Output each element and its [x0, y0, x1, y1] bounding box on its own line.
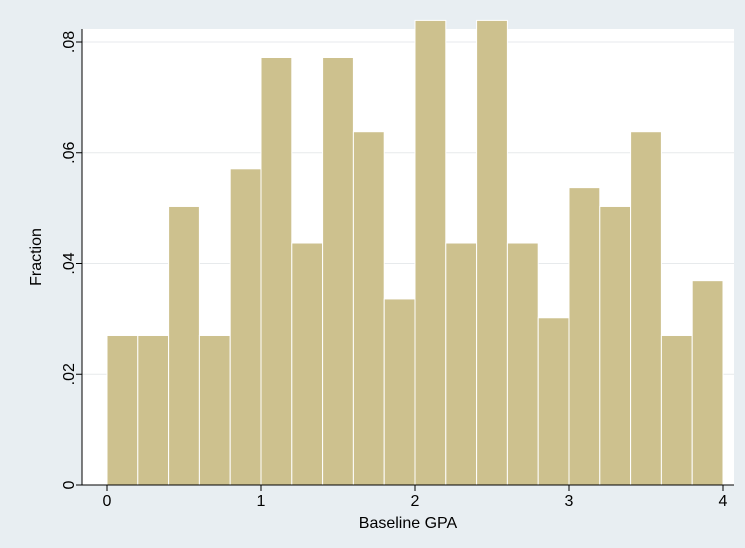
- bars: [106, 19, 724, 486]
- histogram-bar: [291, 242, 324, 486]
- x-tick-label: 2: [411, 493, 420, 510]
- histogram-bar: [537, 317, 570, 486]
- histogram-bar: [599, 205, 632, 486]
- histogram-bar: [322, 57, 354, 486]
- histogram-bar: [198, 334, 231, 486]
- y-tick-label: .02: [61, 363, 78, 385]
- axes: [81, 29, 734, 486]
- histogram-bar: [568, 187, 601, 486]
- histogram-bar: [691, 280, 724, 486]
- histogram-bar: [260, 57, 293, 486]
- histogram-bar: [476, 19, 508, 486]
- histogram-bar: [414, 19, 447, 486]
- y-tick-label: .04: [61, 252, 78, 274]
- histogram-bar: [445, 242, 478, 486]
- histogram-bar: [229, 168, 262, 486]
- x-tick-label: 4: [719, 493, 728, 510]
- histogram-bar: [630, 131, 662, 486]
- histogram-bar: [106, 334, 139, 486]
- histogram-bar: [383, 298, 416, 486]
- y-tick-label: 0: [61, 480, 78, 489]
- x-tick-label: 3: [565, 493, 574, 510]
- histogram-bar: [137, 334, 170, 486]
- ticks: 0 .02 .04 .06 .08 0 1 2 3 4: [61, 31, 727, 510]
- histogram-bar: [660, 334, 693, 486]
- histogram-bar: [352, 131, 385, 486]
- x-tick-label: 1: [257, 493, 266, 510]
- histogram-bar: [506, 242, 539, 486]
- histogram-bar: [168, 205, 200, 486]
- y-tick-label: .08: [61, 31, 78, 53]
- x-axis-title: Baseline GPA: [359, 515, 458, 532]
- x-tick-label: 0: [103, 493, 112, 510]
- y-tick-label: .06: [61, 142, 78, 164]
- y-axis-title: Fraction: [28, 228, 45, 286]
